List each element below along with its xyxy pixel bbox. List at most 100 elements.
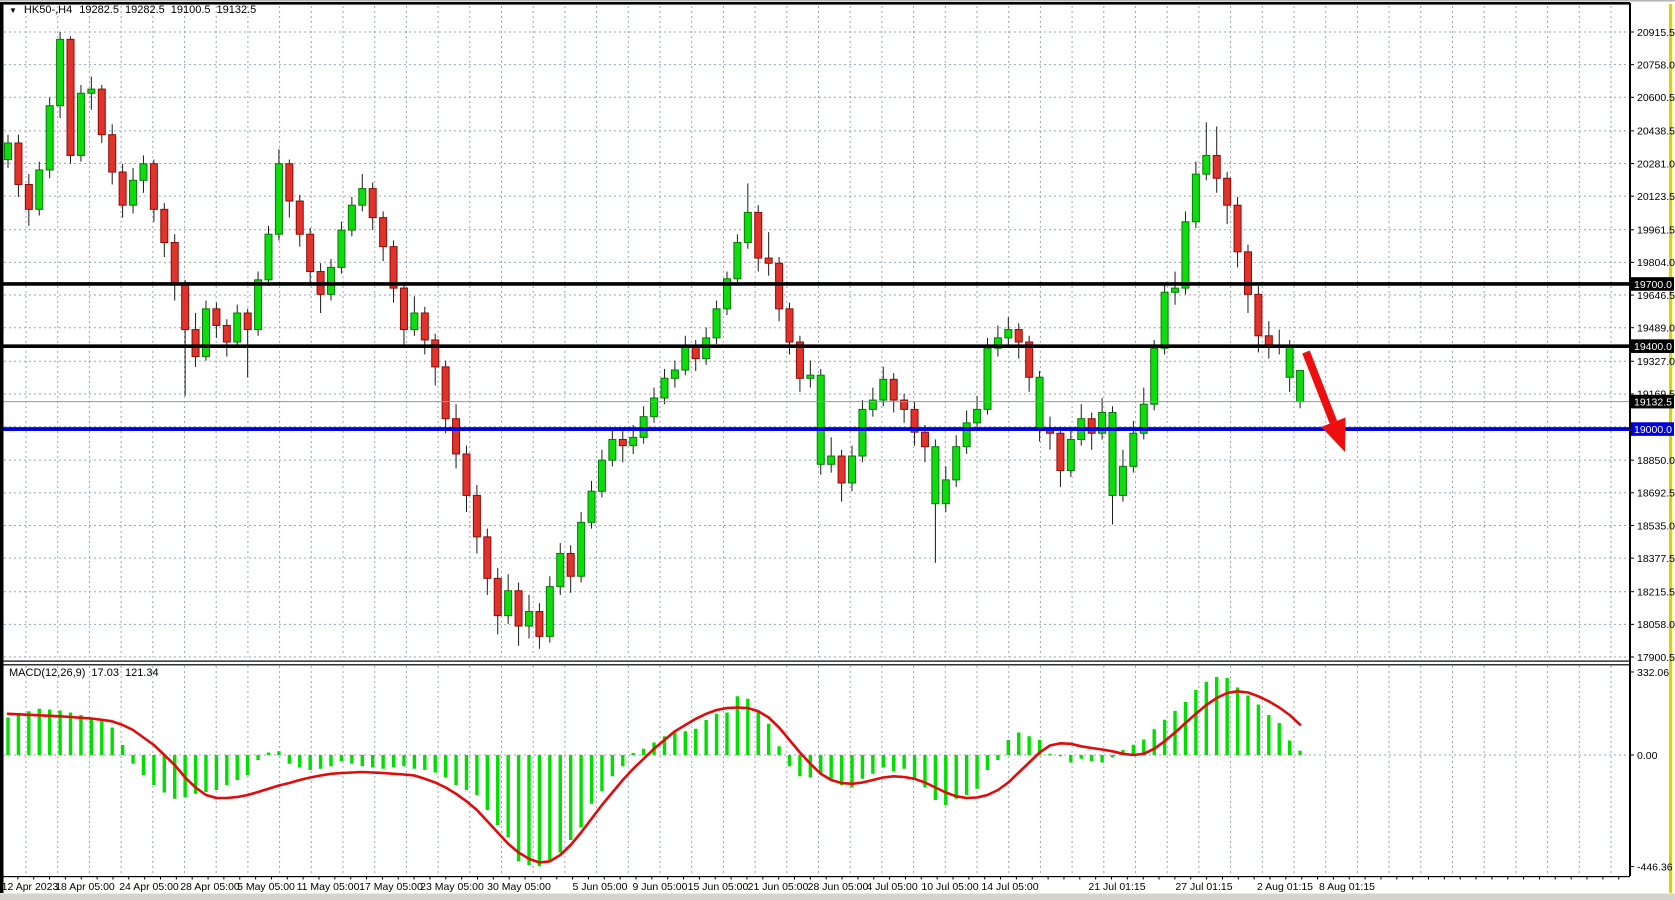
bear-candle xyxy=(1014,329,1023,343)
macd-bar xyxy=(16,715,21,755)
macd-bar xyxy=(308,755,312,770)
bull-candle xyxy=(650,397,659,418)
bear-candle xyxy=(920,431,929,448)
time-tick-label: 30 May 05:00 xyxy=(487,881,551,893)
macd-axis-label: 332.06 xyxy=(1637,667,1669,679)
bull-candle xyxy=(358,188,367,206)
bull-candle xyxy=(545,586,554,637)
bear-candle xyxy=(66,38,75,156)
macd-bar xyxy=(235,755,239,780)
macd-bar xyxy=(1017,732,1021,755)
price-tick-label: 20281.0 xyxy=(1637,158,1675,170)
macd-bar xyxy=(1089,755,1094,762)
macd-bar xyxy=(214,755,219,790)
macd-bar xyxy=(975,755,979,789)
bar-open-value: 19282.5 xyxy=(79,4,119,16)
time-tick-label: 4 Jul 05:00 xyxy=(866,881,918,893)
bull-candle xyxy=(1066,438,1075,472)
bull-candle xyxy=(4,142,12,161)
bear-candle xyxy=(462,453,471,496)
bull-candle xyxy=(681,344,690,371)
macd-bar xyxy=(892,755,896,772)
time-tick-label: 8 Aug 01:15 xyxy=(1319,881,1375,893)
macd-bar xyxy=(944,755,948,805)
macd-bar xyxy=(110,727,114,755)
bear-candle xyxy=(420,312,429,341)
price-tick-label: 20758.0 xyxy=(1637,59,1675,71)
chevron-down-icon[interactable]: ▼ xyxy=(9,5,17,15)
bull-candle xyxy=(639,416,648,438)
bull-candle xyxy=(556,552,565,588)
bull-candle xyxy=(1285,344,1294,378)
macd-bar xyxy=(1204,681,1208,755)
macd-bar xyxy=(256,755,260,760)
horizontal-level-lines[interactable] xyxy=(2,282,1630,431)
macd-bar xyxy=(1162,719,1167,755)
bear-candle xyxy=(181,283,190,331)
time-tick-label: 14 Jul 05:00 xyxy=(981,881,1038,893)
macd-bar xyxy=(27,711,31,755)
macd-axis-label: -446.36 xyxy=(1637,861,1673,873)
bear-candle xyxy=(222,324,231,343)
bull-candle xyxy=(410,312,419,331)
macd-bar xyxy=(1131,744,1136,755)
price-tick-label: 20915.5 xyxy=(1637,27,1675,39)
macd-bar xyxy=(506,755,510,838)
macd-axis[interactable]: 332.06 0.00 -446.36 xyxy=(1630,667,1673,874)
macd-bar xyxy=(204,755,208,792)
price-tick-label: 20123.5 xyxy=(1637,191,1675,203)
bar-high-value: 19282.5 xyxy=(124,4,165,16)
macd-bar xyxy=(443,755,448,778)
price-axis[interactable]: 20915.5 20758.0 20600.5 20438.5 20281.0 20123… xyxy=(1630,27,1675,664)
macd-bar xyxy=(641,748,646,755)
macd-name: MACD(12,26,9) xyxy=(9,667,86,679)
macd-main-value: 17.03 xyxy=(91,667,119,679)
macd-bar xyxy=(683,731,687,755)
macd-bar xyxy=(704,720,708,755)
time-tick-label: 27 Jul 01:15 xyxy=(1175,881,1232,893)
macd-bar xyxy=(673,732,677,755)
macd-bar xyxy=(985,755,990,770)
bull-candle xyxy=(629,436,638,447)
macd-bar xyxy=(1277,723,1281,755)
macd-bar xyxy=(1110,755,1115,758)
price-highlight-label: 19000.0 xyxy=(1634,424,1672,436)
bear-candle xyxy=(754,211,763,259)
macd-bar xyxy=(298,755,302,768)
macd-bar xyxy=(266,752,271,755)
macd-bar xyxy=(1298,750,1302,755)
macd-bar xyxy=(537,755,542,867)
time-tick-label: 23 May 05:00 xyxy=(420,881,484,893)
bear-candle xyxy=(160,208,169,244)
macd-bar xyxy=(141,755,146,775)
macd-bar xyxy=(923,755,927,788)
bear-candle xyxy=(535,610,544,637)
bear-candle xyxy=(97,88,106,136)
macd-bar xyxy=(694,728,698,755)
macd-bar xyxy=(1267,715,1271,755)
bear-candle xyxy=(618,438,627,447)
macd-bar xyxy=(1069,755,1073,763)
macd-bar xyxy=(485,755,490,810)
bar-low-value: 19100.5 xyxy=(170,4,211,16)
bull-candle xyxy=(139,163,148,181)
macd-bar xyxy=(558,755,562,853)
trend-arrow[interactable] xyxy=(1302,350,1346,452)
price-tick-label: 17900.5 xyxy=(1637,652,1675,664)
macd-bar xyxy=(1100,755,1104,763)
bull-candle xyxy=(816,374,825,465)
macd-bar xyxy=(548,755,552,860)
bull-candle xyxy=(1181,221,1190,289)
macd-bar xyxy=(402,755,406,767)
bull-candle xyxy=(1202,154,1211,175)
bull-candle xyxy=(129,179,138,206)
bull-candle xyxy=(848,455,857,484)
macd-bar xyxy=(131,755,135,764)
bull-candle xyxy=(274,163,283,235)
bear-candle xyxy=(566,552,575,577)
bull-candle xyxy=(1118,465,1127,496)
symbol-ohlc-readout: ▼ HK50-,H4 19282.5 19282.5 19100.5 19132… xyxy=(9,4,256,16)
bull-candle xyxy=(1035,376,1044,430)
